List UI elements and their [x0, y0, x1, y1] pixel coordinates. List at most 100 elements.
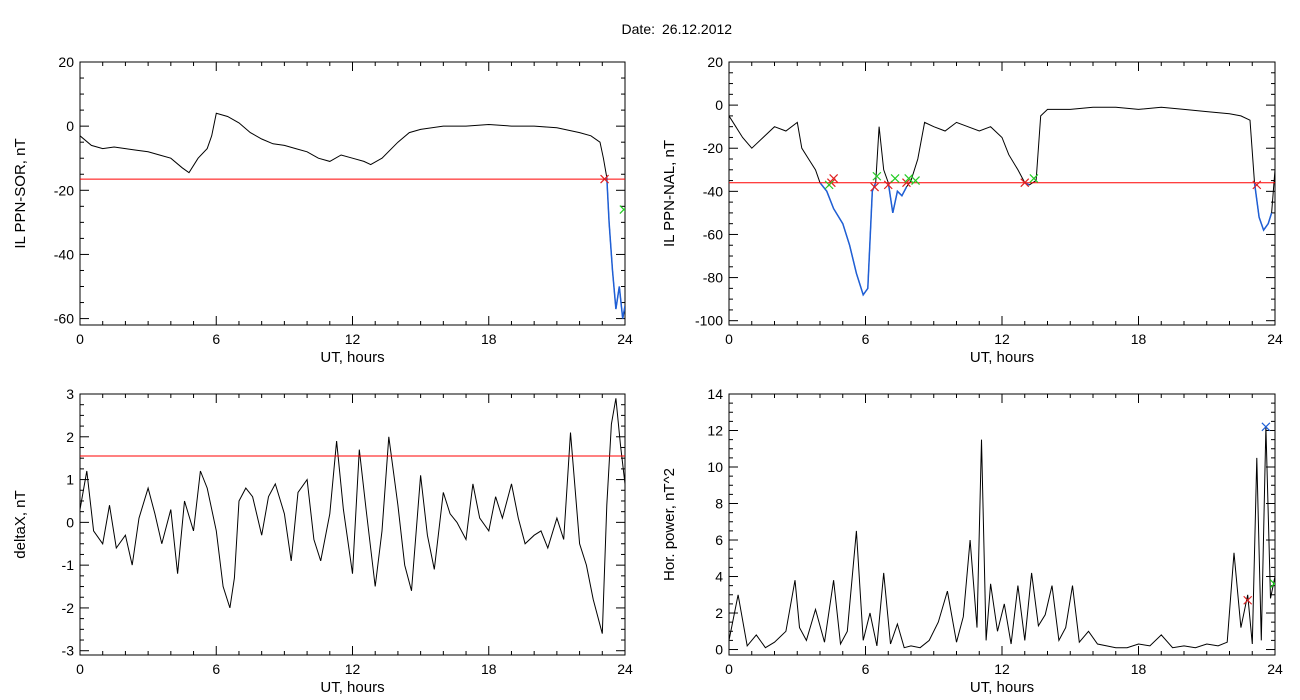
x-tick-label: 6 — [862, 331, 870, 347]
y-tick-label: 6 — [715, 532, 723, 548]
highlight-segment — [819, 182, 877, 297]
x-tick-label: 0 — [725, 331, 733, 347]
event-marker — [1029, 173, 1039, 183]
y-tick-label: 0 — [715, 97, 723, 113]
y-tick-label: -40 — [703, 183, 723, 199]
y-tick-label: 8 — [715, 496, 723, 512]
event-marker-stroke — [904, 173, 914, 183]
event-marker — [1261, 422, 1271, 432]
event-marker — [824, 180, 834, 190]
y-tick-label: -100 — [695, 313, 723, 329]
x-tick-label: 18 — [1131, 661, 1147, 677]
series-line — [729, 426, 1275, 649]
x-tick-label: 24 — [1267, 331, 1283, 347]
y-tick-label: 0 — [66, 514, 74, 530]
y-tick-label: 4 — [715, 569, 723, 585]
figure-title-date: 26.12.2012 — [662, 21, 732, 37]
event-marker — [1269, 579, 1275, 589]
event-marker — [870, 182, 880, 192]
series-line — [729, 106, 1275, 296]
event-marker-stroke — [600, 174, 609, 184]
x-tick-label: 12 — [345, 331, 361, 347]
y-tick-label: 2 — [66, 429, 74, 445]
event-marker — [1252, 180, 1262, 190]
highlight-segment — [606, 177, 625, 319]
y-tick-label: -20 — [54, 182, 74, 198]
x-tick-label: 6 — [862, 661, 870, 677]
x-tick-label: 6 — [212, 661, 220, 677]
y-tick-label: -2 — [62, 600, 75, 616]
event-marker — [1243, 595, 1253, 605]
event-marker-stroke — [824, 180, 834, 190]
x-tick-label: 0 — [76, 331, 84, 347]
x-tick-label: 0 — [76, 661, 84, 677]
y-axis-title: IL PPN-SOR, nT — [12, 138, 29, 248]
plot-frame — [728, 61, 1276, 326]
y-tick-label: 0 — [66, 118, 74, 134]
event-marker-stroke — [1243, 595, 1253, 605]
plot-frame — [79, 61, 626, 326]
x-axis-title: UT, hours — [320, 349, 384, 366]
event-marker-stroke — [829, 173, 839, 183]
highlight-segment — [1253, 182, 1273, 232]
y-tick-label: 2 — [715, 605, 723, 621]
event-marker — [1020, 178, 1030, 188]
x-tick-label: 6 — [212, 331, 220, 347]
x-tick-label: 18 — [1131, 331, 1147, 347]
y-tick-label: -40 — [54, 246, 74, 262]
y-axis-title: deltaX, nT — [12, 490, 29, 558]
figure-title-prefix: Date: — [622, 21, 655, 37]
x-tick-label: 12 — [994, 661, 1010, 677]
event-marker — [619, 205, 625, 214]
event-marker-stroke — [902, 178, 911, 188]
x-axis-title: UT, hours — [970, 679, 1034, 696]
event-marker-stroke — [911, 176, 920, 185]
x-tick-label: 18 — [481, 331, 497, 347]
plot-area — [80, 112, 625, 319]
y-axis-title: IL PPN-NAL, nT — [661, 140, 678, 247]
x-axis-title: UT, hours — [970, 349, 1034, 366]
y-tick-label: 20 — [707, 54, 723, 70]
panel-nal: 0 6 12 18 24 -100 -80 -60 -40 -20 0 20 UT, hours IL P… — [661, 54, 1283, 366]
y-tick-label: 3 — [66, 386, 74, 402]
event-marker-stroke — [870, 182, 880, 192]
event-marker — [911, 176, 920, 185]
event-marker-stroke — [1252, 180, 1262, 190]
plot-area — [729, 106, 1275, 297]
event-marker-stroke — [872, 171, 882, 181]
plot-frame — [728, 393, 1276, 656]
y-tick-label: -60 — [703, 226, 723, 242]
x-tick-label: 18 — [481, 661, 497, 677]
plot-frame — [79, 393, 626, 656]
event-marker-stroke — [1269, 582, 1275, 589]
y-tick-label: -60 — [54, 311, 74, 327]
highlight-segment — [887, 182, 908, 214]
event-marker — [904, 173, 914, 183]
y-tick-label: -20 — [703, 140, 723, 156]
x-tick-label: 12 — [345, 661, 361, 677]
event-marker — [829, 173, 839, 183]
x-tick-label: 12 — [994, 331, 1010, 347]
plot-area — [80, 398, 625, 634]
y-tick-label: 14 — [707, 386, 723, 402]
event-marker-stroke — [890, 173, 900, 183]
y-tick-label: -80 — [703, 270, 723, 286]
event-marker-stroke — [1261, 422, 1271, 432]
plot-area — [729, 422, 1275, 649]
event-marker-stroke — [619, 207, 625, 214]
y-tick-label: 10 — [707, 459, 723, 475]
event-marker-stroke — [1029, 173, 1039, 183]
y-axis-title: Hor. power, nT^2 — [661, 468, 678, 581]
series-line — [80, 398, 625, 634]
event-marker — [872, 171, 882, 181]
x-tick-label: 24 — [617, 661, 633, 677]
x-tick-label: 24 — [617, 331, 633, 347]
series-line — [80, 112, 625, 319]
y-tick-label: 1 — [66, 472, 74, 488]
y-tick-label: 20 — [58, 54, 74, 70]
event-marker — [890, 173, 900, 183]
event-marker-stroke — [1020, 178, 1030, 188]
